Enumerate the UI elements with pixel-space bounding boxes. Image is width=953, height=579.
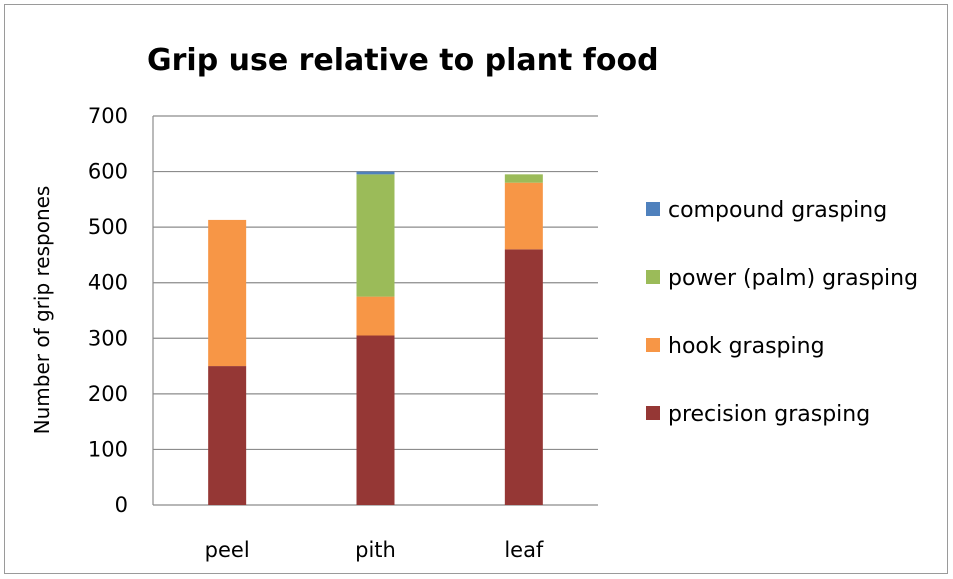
chart-title: Grip use relative to plant food (147, 43, 659, 78)
y-axis-label: Number of grip respones (30, 186, 54, 435)
bar-segment-pith-power-palm-grasping (356, 174, 395, 297)
y-tick-label: 100 (88, 437, 128, 461)
legend-swatch (646, 338, 660, 352)
y-tick-label: 700 (88, 104, 128, 128)
y-tick-label: 200 (88, 382, 128, 406)
y-tick-label: 600 (88, 160, 128, 184)
x-tick-label: pith (355, 538, 396, 562)
y-tick-label: 300 (88, 326, 128, 350)
legend-label: precision grasping (668, 402, 870, 427)
x-tick-label: peel (205, 538, 250, 562)
bar-segment-pith-compound-grasping (356, 171, 395, 175)
bars (208, 171, 543, 505)
x-axis-ticks: peel pith leaf (205, 538, 544, 562)
legend-label: hook grasping (668, 334, 825, 359)
chart-frame (4, 4, 948, 574)
legend-swatch (646, 202, 660, 216)
legend-label: compound grasping (668, 198, 887, 223)
legend-swatch (646, 270, 660, 284)
legend-label: power (palm) grasping (668, 266, 918, 291)
bar-segment-leaf-power-palm-grasping (504, 174, 543, 183)
y-axis-ticks: 0 100 200 300 400 500 600 700 (88, 104, 128, 517)
bar-segment-leaf-precision-grasping (504, 249, 543, 505)
bar-segment-pith-hook-grasping (356, 296, 395, 336)
y-tick-label: 0 (115, 493, 128, 517)
bar-segment-peel-precision-grasping (208, 366, 247, 505)
bar-segment-pith-precision-grasping (356, 335, 395, 505)
y-tick-label: 400 (88, 271, 128, 295)
bar-segment-leaf-hook-grasping (504, 182, 543, 250)
legend-swatch (646, 406, 660, 420)
x-tick-label: leaf (504, 538, 544, 562)
bar-segment-peel-hook-grasping (208, 219, 247, 367)
y-tick-label: 500 (88, 215, 128, 239)
legend: compound grasping power (palm) grasping ho… (646, 198, 918, 427)
